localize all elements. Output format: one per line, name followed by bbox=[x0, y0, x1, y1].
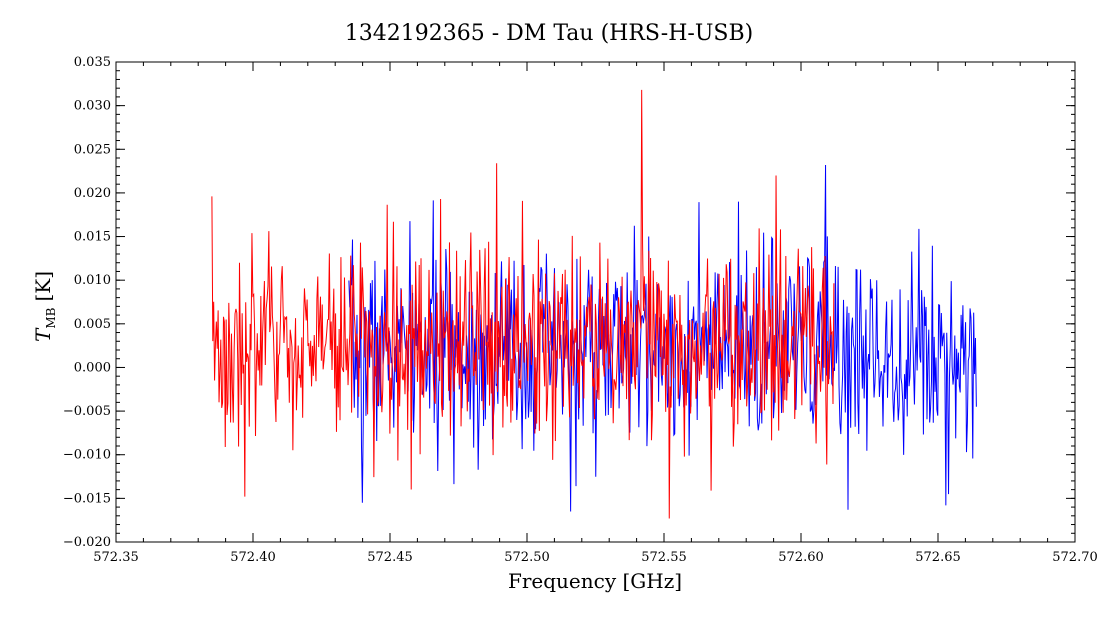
chart-title: 1342192365 - DM Tau (HRS-H-USB) bbox=[345, 21, 753, 46]
y-tick-label: 0.020 bbox=[74, 186, 111, 201]
y-tick-label: 0.030 bbox=[74, 99, 111, 114]
y-tick-label: 0.025 bbox=[74, 142, 111, 157]
y-tick-label: −0.015 bbox=[63, 491, 111, 506]
y-tick-label: −0.005 bbox=[63, 404, 111, 419]
y-tick-label: 0.035 bbox=[74, 55, 111, 70]
x-tick-label: 572.45 bbox=[367, 550, 413, 565]
red-spectrum-line bbox=[211, 89, 835, 519]
y-tick-label: 0.010 bbox=[74, 273, 111, 288]
plot-frame bbox=[115, 61, 1076, 543]
y-axis-label-symbol: T bbox=[31, 327, 55, 342]
x-tick-label: 572.70 bbox=[1052, 550, 1098, 565]
y-axis-ticks: −0.020 −0.015 −0.010 −0.005 0.000 0.005 0.010 0… bbox=[63, 55, 1075, 550]
x-axis-label: Frequency [GHz] bbox=[508, 569, 682, 593]
blue-spectrum-line bbox=[348, 164, 977, 512]
y-tick-label: 0.005 bbox=[74, 317, 111, 332]
x-tick-label: 572.40 bbox=[230, 550, 276, 565]
y-tick-label: −0.010 bbox=[63, 448, 111, 463]
y-axis-label-subscript: MB bbox=[44, 307, 58, 328]
y-tick-label: 0.000 bbox=[74, 360, 111, 375]
y-axis-label: TMB [K] bbox=[31, 271, 58, 342]
series-layer bbox=[211, 89, 977, 519]
x-tick-label: 572.50 bbox=[504, 550, 550, 565]
x-tick-label: 572.55 bbox=[641, 550, 687, 565]
svg-text:TMB[K]: TMB [K] bbox=[31, 271, 58, 342]
y-tick-label: −0.020 bbox=[63, 535, 111, 550]
x-tick-label: 572.35 bbox=[93, 550, 139, 565]
y-axis-label-unit: [K] bbox=[31, 271, 55, 302]
x-tick-label: 572.65 bbox=[915, 550, 961, 565]
y-tick-label: 0.015 bbox=[74, 230, 111, 245]
x-tick-label: 572.60 bbox=[778, 550, 824, 565]
x-axis-ticks: 572.35 572.40 572.45 572.50 572.55 572.60 572.… bbox=[93, 62, 1098, 565]
